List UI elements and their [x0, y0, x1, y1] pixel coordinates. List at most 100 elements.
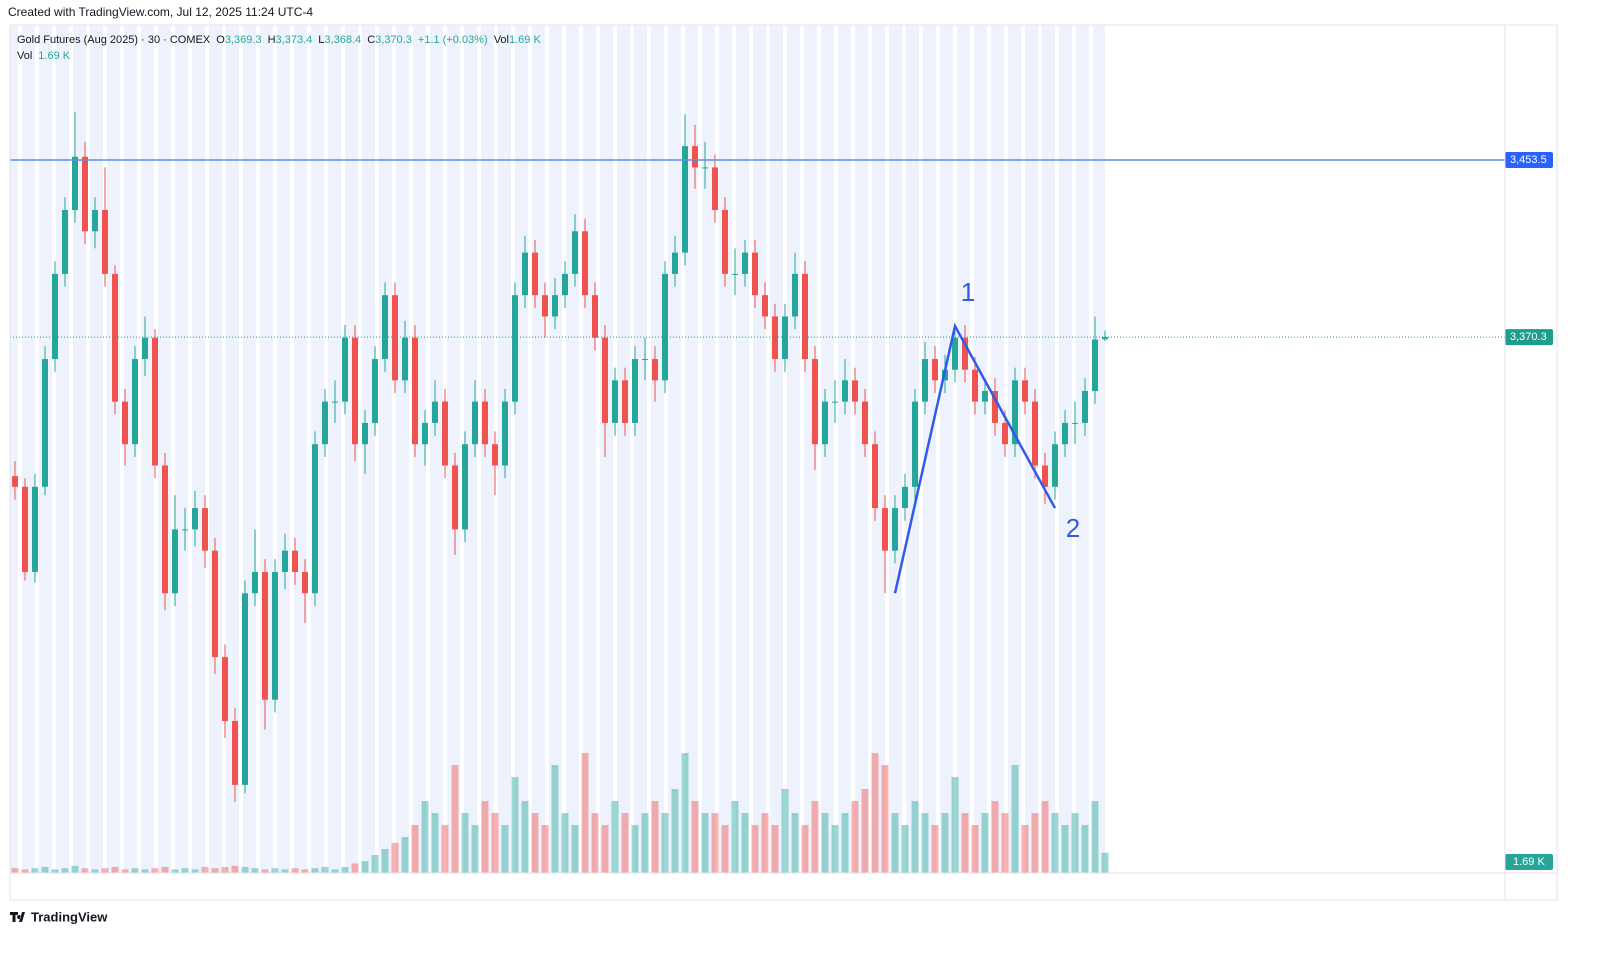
candle-body — [1012, 380, 1018, 445]
volume-bar — [291, 868, 299, 873]
candle-body — [642, 359, 648, 361]
candle-body — [782, 316, 788, 360]
volume-bar — [1061, 825, 1069, 873]
volume-bar — [551, 765, 559, 873]
candle-body — [92, 210, 98, 232]
session-gap — [630, 25, 634, 873]
candle-body — [212, 550, 218, 658]
session-gap — [256, 25, 260, 873]
vol-name: Vol — [17, 50, 32, 62]
candle-body — [82, 156, 88, 232]
session-gap — [358, 25, 362, 873]
volume-bar — [781, 789, 789, 873]
candles — [12, 112, 1108, 802]
candle-body — [142, 337, 148, 360]
volume-bar — [901, 825, 909, 873]
candle-body — [912, 401, 918, 487]
session-gap — [664, 25, 668, 873]
session-gap — [919, 25, 923, 873]
session-gap — [749, 25, 753, 873]
candle-body — [1062, 422, 1068, 445]
candle-body — [262, 571, 268, 700]
volume-bar — [571, 825, 579, 873]
volume-bar — [111, 867, 119, 873]
candle-body — [302, 571, 308, 594]
candle-body — [582, 231, 588, 296]
volume-bar — [241, 867, 249, 873]
volume-bar — [671, 789, 679, 873]
candle-body — [882, 508, 888, 551]
session-gap — [681, 25, 685, 873]
volume-bar — [541, 825, 549, 873]
session-gap — [222, 25, 226, 873]
candle-body — [122, 401, 128, 445]
volume-bar — [251, 868, 259, 873]
volume-bar — [211, 868, 219, 873]
legend: Gold Futures (Aug 2025) · 30 · COMEX O3,… — [17, 34, 541, 46]
candle-body — [992, 390, 998, 423]
vol-key: Vol — [494, 34, 509, 46]
volume-bar — [721, 825, 729, 873]
session-gap — [392, 25, 396, 873]
volume-bar — [491, 813, 499, 873]
session-gap — [579, 25, 583, 873]
candle-body — [382, 295, 388, 360]
session-gap — [239, 25, 243, 873]
candle-body — [772, 316, 778, 360]
candle-body — [702, 167, 708, 169]
candle-body — [712, 167, 718, 211]
price-tag-label: 3,370.3 — [1510, 331, 1547, 343]
volume-bar — [1051, 813, 1059, 873]
volume-tag-label: 1.69 K — [1513, 856, 1545, 868]
session-gap — [987, 25, 991, 873]
session-gap — [596, 25, 600, 873]
session-gap — [137, 25, 141, 873]
session-gap — [834, 25, 838, 873]
candle-body — [762, 295, 768, 317]
candle-body — [362, 422, 368, 445]
candle-body — [692, 146, 698, 168]
volume-bar — [1101, 852, 1109, 873]
volume-bar — [1001, 813, 1009, 873]
volume-tag — [1505, 854, 1553, 870]
candle-body — [352, 337, 358, 445]
chart-frame — [9, 24, 1558, 901]
session-gap — [1089, 25, 1093, 873]
candle-body — [922, 359, 928, 402]
vol-value: 1.69 K — [38, 50, 70, 62]
session-gap — [375, 25, 379, 873]
change: +1.1 (+0.03%) — [418, 34, 488, 46]
volume-bar — [141, 869, 149, 873]
candle-body — [182, 529, 188, 531]
volume-bar — [421, 801, 429, 873]
open: 3,369.3 — [225, 34, 262, 46]
volume-bar — [331, 869, 339, 873]
session-gap — [511, 25, 515, 873]
candle-body — [842, 380, 848, 402]
candle-body — [342, 337, 348, 402]
volume-bar — [41, 867, 49, 873]
wave-label: 1 — [961, 277, 975, 307]
candle-body — [1052, 444, 1058, 487]
candle-body — [742, 252, 748, 274]
volume-bar — [681, 753, 689, 873]
session-gap — [647, 25, 651, 873]
volume-bar — [731, 801, 739, 873]
candle-body — [1032, 401, 1038, 466]
candle-body — [502, 401, 508, 466]
volume-bar — [961, 813, 969, 873]
volume-bar — [831, 825, 839, 873]
candle-body — [442, 401, 448, 466]
candle-body — [592, 295, 598, 338]
volume-bar — [341, 867, 349, 873]
candle-body — [332, 401, 338, 403]
volume-bar — [761, 813, 769, 873]
candle-body — [1082, 390, 1088, 423]
candle-body — [852, 380, 858, 402]
brand-logo: TradingView — [10, 909, 108, 924]
candle-body — [1042, 465, 1048, 487]
volume-bar — [981, 813, 989, 873]
volume-bar — [391, 843, 399, 873]
session-gap — [800, 25, 804, 873]
volume-bar — [191, 869, 199, 873]
